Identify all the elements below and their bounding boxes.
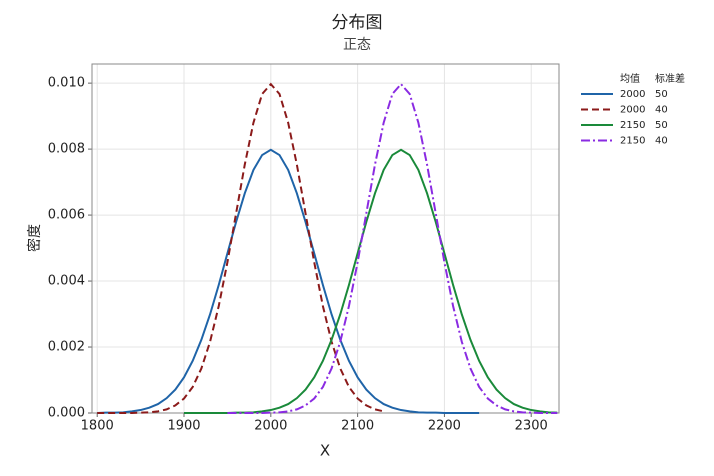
x-tick-label: 1800 [81, 419, 114, 434]
legend-mean: 2150 [620, 120, 645, 131]
legend-header: 均值 [620, 72, 640, 85]
legend-header: 标准差 [655, 72, 685, 85]
legend-sd: 50 [655, 120, 668, 131]
legend-sd: 40 [655, 105, 668, 116]
y-tick-label: 0.010 [48, 76, 85, 91]
chart-subtitle: 正态 [343, 37, 371, 53]
legend-sd: 40 [655, 136, 668, 147]
legend-mean: 2000 [620, 105, 645, 116]
x-axis-label: X [320, 442, 330, 460]
x-tick-label: 2200 [428, 419, 461, 434]
x-tick-label: 1900 [167, 419, 200, 434]
chart-title: 分布图 [332, 13, 383, 33]
series-line [227, 82, 558, 414]
x-tick-label: 2300 [515, 419, 548, 434]
series-line [97, 148, 480, 414]
series-line [97, 82, 384, 414]
legend-mean: 2000 [620, 89, 645, 100]
y-tick-label: 0.000 [48, 406, 85, 421]
x-tick-label: 2100 [341, 419, 374, 434]
x-tick-label: 2000 [254, 419, 287, 434]
legend-mean: 2150 [620, 136, 645, 147]
y-axis-label: 密度 [26, 224, 43, 252]
y-tick-label: 0.006 [48, 208, 85, 223]
y-tick-label: 0.002 [48, 340, 85, 355]
legend-sd: 50 [655, 89, 668, 100]
y-tick-label: 0.008 [48, 142, 85, 157]
plot-frame [91, 63, 560, 414]
y-tick-label: 0.004 [48, 274, 85, 289]
